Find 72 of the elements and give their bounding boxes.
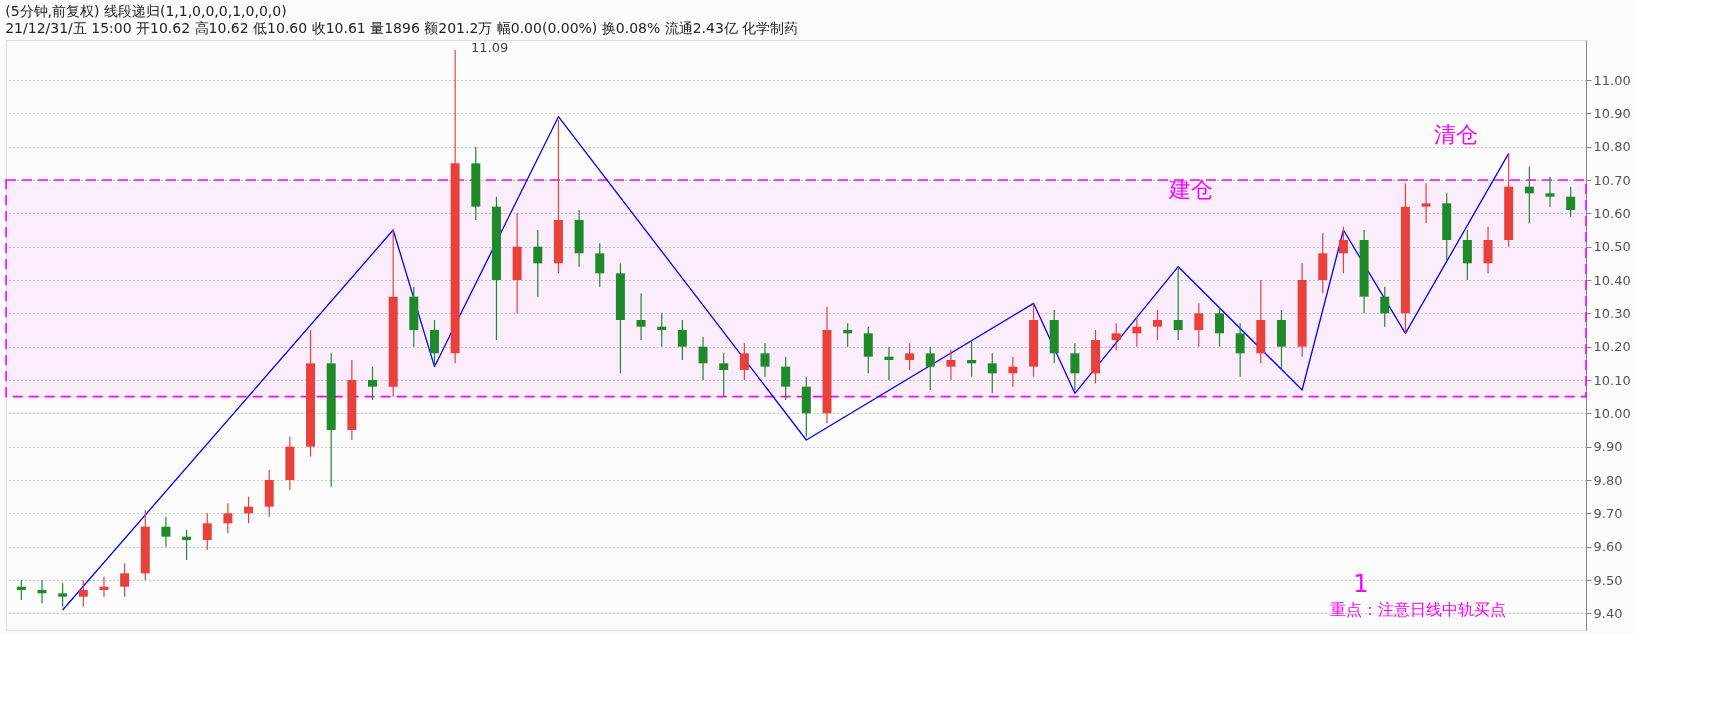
candlestick xyxy=(16,579,26,601)
candlestick xyxy=(368,366,378,401)
candlestick xyxy=(905,342,915,371)
candlestick xyxy=(595,242,605,288)
candlestick xyxy=(58,582,68,608)
candlestick xyxy=(99,576,109,598)
candlestick xyxy=(533,229,543,298)
candlestick xyxy=(884,346,894,381)
y-tick-label: 10.80 xyxy=(1593,139,1631,155)
candlestick xyxy=(1214,306,1224,348)
y-tick-label: 10.70 xyxy=(1593,172,1631,188)
candlestick xyxy=(925,346,935,391)
y-tick-label: 10.10 xyxy=(1593,372,1631,388)
candlestick xyxy=(657,312,667,348)
candlestick xyxy=(698,336,708,381)
y-tick-label: 9.40 xyxy=(1593,605,1623,621)
candlestick xyxy=(1545,176,1555,208)
candlestick xyxy=(1338,226,1348,274)
candlestick xyxy=(987,352,997,394)
candlestick xyxy=(182,529,192,561)
candlestick xyxy=(1462,229,1472,281)
y-tick-label: 9.50 xyxy=(1593,572,1623,588)
annotation: 重点：注意日线中轨买点 xyxy=(1330,600,1506,619)
y-tick-label: 10.20 xyxy=(1593,339,1631,355)
annotation: 1 xyxy=(1353,570,1369,598)
candlestick xyxy=(223,502,233,534)
candlestick xyxy=(429,319,439,368)
y-tick-label: 9.70 xyxy=(1593,505,1623,521)
candlestick xyxy=(719,352,729,398)
candlestick xyxy=(1153,309,1163,341)
candlestick xyxy=(202,512,212,551)
y-tick-label: 10.00 xyxy=(1593,405,1631,421)
y-tick-label: 9.90 xyxy=(1593,439,1623,455)
candlestick xyxy=(1194,302,1204,348)
candlestick xyxy=(781,356,791,401)
y-tick-label: 10.40 xyxy=(1593,272,1631,288)
candlestick xyxy=(1070,342,1080,391)
candlestick xyxy=(739,342,749,381)
candlestick xyxy=(1524,166,1534,224)
candlestick xyxy=(120,562,130,598)
annotation: 清仓 xyxy=(1434,122,1478,147)
candlestick xyxy=(1235,322,1245,378)
chart-title: (5分钟,前复权) 线段递归(1,1,0,0,0,1,0,0,0) xyxy=(5,3,287,19)
y-tick-label: 10.30 xyxy=(1593,305,1631,321)
y-tick-label: 10.60 xyxy=(1593,205,1631,221)
candlestick xyxy=(1111,322,1121,351)
candlestick xyxy=(1132,316,1142,348)
y-tick-label: 10.50 xyxy=(1593,239,1631,255)
candlestick xyxy=(1483,226,1493,274)
candlestick xyxy=(946,349,956,381)
candlestick xyxy=(677,319,687,361)
chart-subtitle: 21/12/31/五 15:00 开10.62 高10.62 低10.60 收10.61 量1896 额201.2万 幅0.00(0.00%) 换0.08% 流通2.43亿 化学制药 xyxy=(5,20,799,36)
candlestick xyxy=(1421,182,1431,224)
candlestick xyxy=(1173,266,1183,341)
candlestick xyxy=(863,326,873,374)
candlestick xyxy=(636,292,646,341)
candlestick xyxy=(760,342,770,378)
candlestick xyxy=(1566,186,1576,218)
candlestick xyxy=(244,496,254,524)
annotation: 11.09 xyxy=(471,40,509,55)
candlestick xyxy=(78,579,88,608)
y-tick-label: 10.90 xyxy=(1593,105,1631,121)
candlestick xyxy=(1380,286,1390,328)
y-tick-label: 11.00 xyxy=(1593,72,1631,88)
candlestick xyxy=(967,339,977,378)
candlestick xyxy=(843,322,853,348)
y-tick-label: 9.80 xyxy=(1593,472,1623,488)
annotation: 建仓 xyxy=(1168,177,1213,202)
candlestick xyxy=(161,516,171,548)
candlestick xyxy=(37,579,47,604)
y-tick-label: 9.60 xyxy=(1593,539,1623,555)
candlestick xyxy=(1008,356,1018,388)
